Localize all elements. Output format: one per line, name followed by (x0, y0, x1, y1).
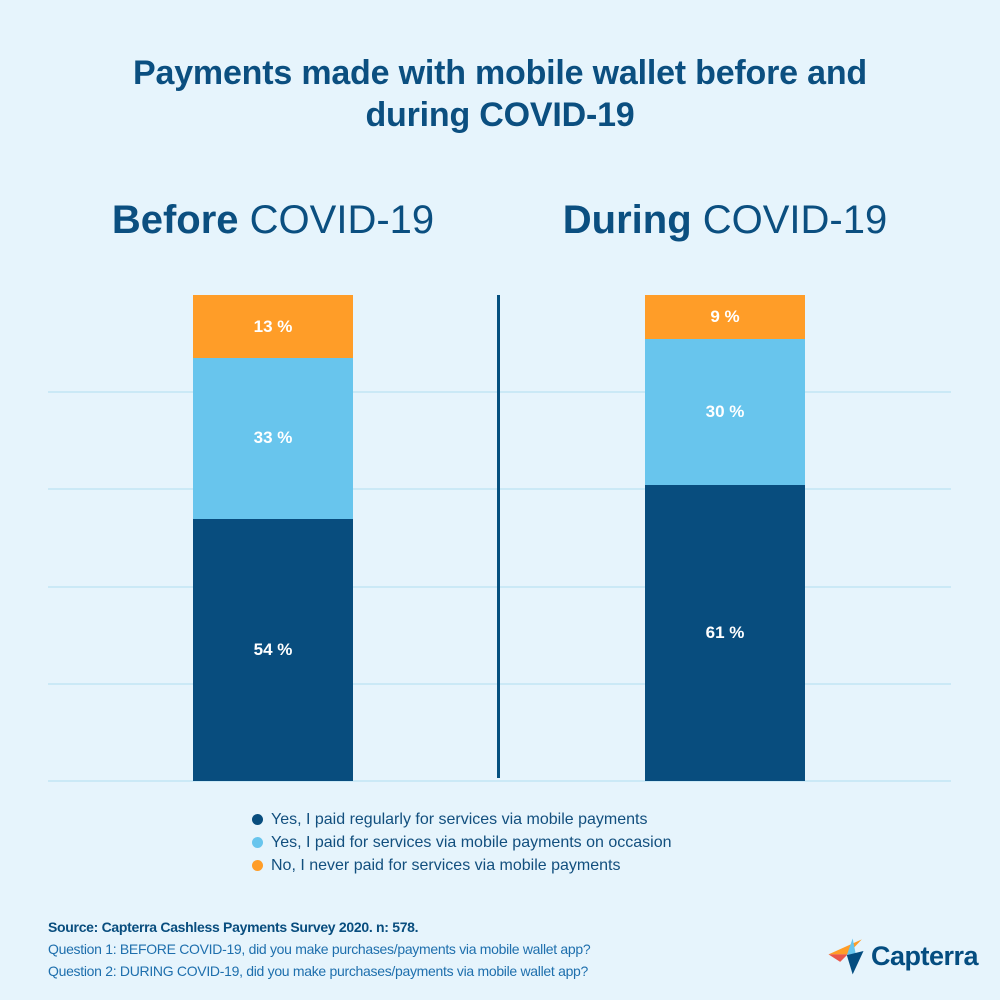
bar-segment: 13 % (193, 295, 353, 359)
bar-segment-label: 9 % (710, 306, 740, 326)
capterra-wordmark: Capterra (871, 940, 979, 971)
legend-dot-icon (252, 860, 263, 871)
bar-during-covid: 9 % 30 % 61 % (645, 295, 805, 781)
bar-segment: 33 % (193, 358, 353, 519)
bar-segment: 30 % (645, 338, 805, 485)
question-2: Question 2: DURING COVID-19, did you mak… (48, 963, 589, 979)
bar-segment-label: 54 % (253, 639, 293, 659)
chart-legend: Yes, I paid regularly for services via m… (252, 808, 672, 877)
bar-segment-label: 13 % (253, 316, 293, 336)
question-1: Question 1: BEFORE COVID-19, did you mak… (48, 941, 591, 957)
legend-dot-icon (252, 837, 263, 848)
legend-label: Yes, I paid regularly for services via m… (271, 810, 648, 828)
legend-item: Yes, I paid regularly for services via m… (252, 808, 672, 831)
heading-before-bold: Before (111, 198, 239, 242)
heading-during-covid: During COVID-19 (563, 198, 887, 243)
bar-segment: 61 % (645, 484, 805, 781)
page-title: Payments made with mobile wallet before … (0, 52, 1000, 136)
footer: Source: Capterra Cashless Payments Surve… (48, 916, 591, 982)
legend-label: No, I never paid for services via mobile… (271, 856, 621, 874)
page-title-line1: Payments made with mobile wallet before … (133, 54, 867, 92)
heading-before-covid: Before COVID-19 (112, 198, 434, 243)
bar-segment: 54 % (193, 518, 353, 781)
bar-segment-label: 33 % (253, 428, 293, 448)
bar-segment: 9 % (645, 295, 805, 339)
heading-during-bold: During (562, 198, 692, 242)
heading-before-rest: COVID-19 (238, 198, 435, 242)
gridline-100-percent (48, 780, 951, 782)
bar-segment-label: 61 % (705, 622, 745, 642)
source-line: Source: Capterra Cashless Payments Surve… (48, 919, 419, 935)
chart-divider (497, 295, 500, 778)
capterra-logo-icon (828, 938, 864, 975)
capterra-logo: Capterra (826, 935, 979, 977)
legend-item: Yes, I paid for services via mobile paym… (252, 831, 672, 854)
legend-dot-icon (252, 814, 263, 825)
bar-before-covid: 13 % 33 % 54 % (193, 295, 353, 781)
legend-item: No, I never paid for services via mobile… (252, 854, 672, 877)
legend-label: Yes, I paid for services via mobile paym… (271, 833, 672, 851)
page-title-line2: during COVID-19 (365, 96, 635, 134)
heading-during-rest: COVID-19 (691, 198, 888, 242)
bar-segment-label: 30 % (705, 401, 745, 421)
